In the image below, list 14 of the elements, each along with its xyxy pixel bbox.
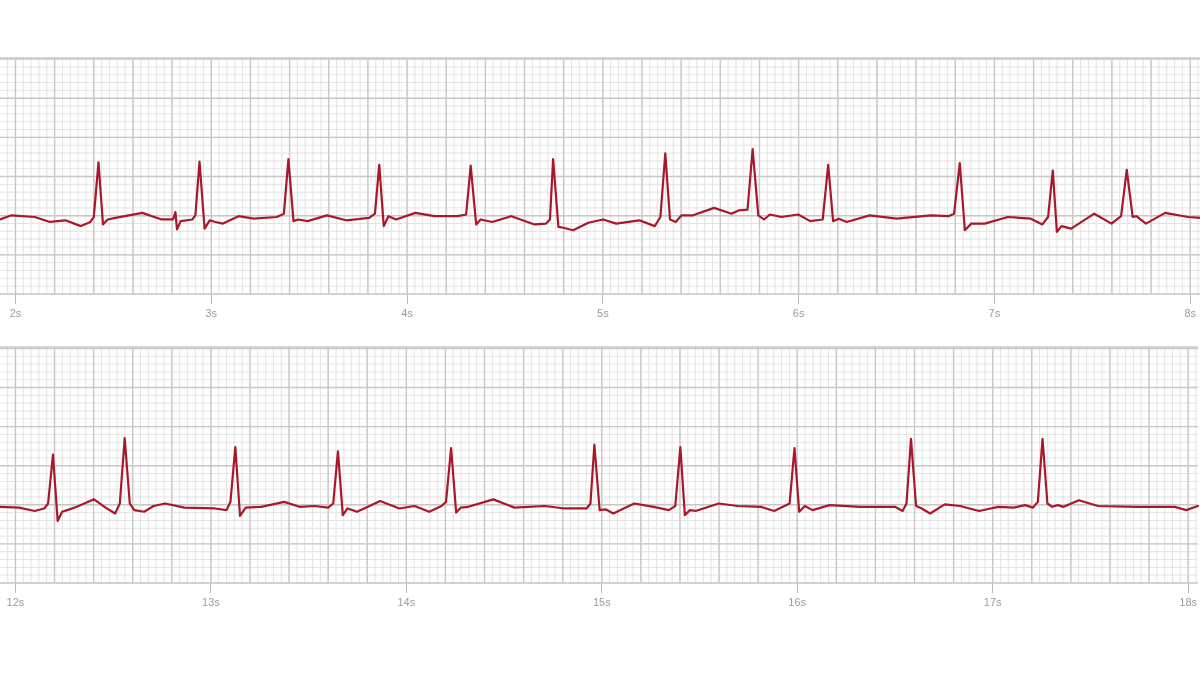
x-tick-label: 6s	[792, 306, 805, 319]
x-tick-label: 12s	[6, 595, 25, 608]
x-tick-label: 14s	[397, 595, 416, 608]
x-tick-label: 17s	[983, 595, 1003, 608]
x-tick-label: 5s	[597, 306, 610, 319]
x-tick-label: 13s	[202, 595, 221, 608]
x-tick-label: 16s	[788, 595, 807, 608]
x-tick-label: 8s	[1184, 306, 1197, 319]
x-tick-label: 4s	[401, 306, 414, 319]
x-tick-label: 7s	[988, 306, 1001, 319]
x-tick-label: 18s	[1179, 595, 1198, 608]
x-tick-label: 3s	[205, 306, 218, 319]
x-tick-label: 2s	[9, 306, 22, 319]
x-tick-label: 15s	[592, 595, 612, 608]
